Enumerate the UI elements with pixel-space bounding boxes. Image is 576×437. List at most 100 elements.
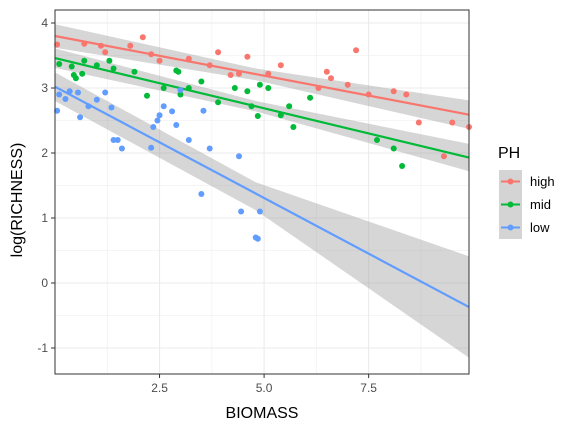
data-point-high xyxy=(54,41,61,48)
legend-label: mid xyxy=(530,197,551,212)
data-point-mid xyxy=(106,57,113,64)
data-point-high xyxy=(236,70,242,77)
data-point-mid xyxy=(177,91,184,98)
y-tick-label: 2 xyxy=(41,146,48,160)
confidence-bands xyxy=(55,24,469,358)
data-point-high xyxy=(365,91,372,98)
data-point-high xyxy=(403,91,410,98)
data-point-high xyxy=(390,88,397,95)
data-point-low xyxy=(156,112,163,119)
data-point-mid xyxy=(290,124,297,130)
fit-line-high xyxy=(54,34,470,116)
y-tick-label: 0 xyxy=(41,276,48,290)
legend-key-point xyxy=(507,201,514,208)
x-tick-label: 5.0 xyxy=(256,381,273,395)
fit-lines xyxy=(54,34,470,309)
data-point-high xyxy=(185,55,192,62)
y-tick-label: 4 xyxy=(41,16,48,30)
data-point-high xyxy=(415,119,422,126)
data-point-low xyxy=(56,91,63,98)
confidence-band-mid xyxy=(55,48,469,172)
x-tick-label: 2.5 xyxy=(151,381,168,395)
data-point-low xyxy=(66,88,73,95)
fit-line-mid xyxy=(54,57,470,159)
data-point-high xyxy=(156,57,163,64)
data-point-mid xyxy=(254,112,261,119)
data-point-high xyxy=(315,85,322,91)
data-point-low xyxy=(150,124,157,130)
data-point-low xyxy=(177,86,184,93)
legend-label: high xyxy=(530,174,555,189)
data-point-high xyxy=(323,68,330,75)
data-point-low xyxy=(75,89,81,96)
data-point-high xyxy=(206,62,213,69)
data-point-high xyxy=(440,153,447,160)
data-points xyxy=(54,34,472,242)
data-point-mid xyxy=(185,85,192,91)
data-point-high xyxy=(227,72,234,78)
data-point-mid xyxy=(56,60,63,67)
data-point-low xyxy=(200,107,207,114)
data-point-low xyxy=(256,208,263,215)
data-point-mid xyxy=(390,145,397,152)
y-axis-title: log(RICHNESS) xyxy=(9,143,26,258)
data-point-high xyxy=(328,75,334,82)
legend-label: low xyxy=(530,220,550,235)
data-point-high xyxy=(215,49,222,56)
data-point-low xyxy=(108,104,115,111)
data-point-low xyxy=(93,96,100,103)
data-point-mid xyxy=(198,78,205,85)
y-tick-label: 3 xyxy=(41,81,48,95)
data-point-mid xyxy=(79,70,86,77)
data-point-low xyxy=(236,153,242,160)
fit-line-low xyxy=(54,85,470,309)
confidence-band-high xyxy=(55,24,469,129)
data-point-mid xyxy=(265,85,272,91)
data-point-high xyxy=(344,81,351,88)
data-point-high xyxy=(98,42,104,49)
data-point-high xyxy=(102,49,109,56)
data-point-high xyxy=(148,51,155,58)
data-point-mid xyxy=(72,75,79,82)
data-point-mid xyxy=(93,62,100,69)
data-point-high xyxy=(81,40,88,47)
legend-title: PH xyxy=(498,145,520,162)
data-point-mid xyxy=(68,63,75,70)
data-point-low xyxy=(77,114,84,121)
data-point-high xyxy=(139,34,146,41)
data-point-mid xyxy=(215,99,222,106)
data-point-mid xyxy=(286,103,293,110)
data-point-mid xyxy=(256,81,263,88)
data-point-low xyxy=(254,235,261,242)
data-point-low xyxy=(102,89,109,96)
data-point-low xyxy=(54,107,61,114)
confidence-band-low xyxy=(55,72,469,358)
data-point-low xyxy=(154,117,161,124)
data-point-mid xyxy=(81,57,88,64)
data-point-low xyxy=(206,145,213,152)
x-tick-label: 7.5 xyxy=(360,381,377,395)
data-point-mid xyxy=(399,163,406,169)
data-point-high xyxy=(127,42,134,49)
data-point-low xyxy=(85,103,92,110)
data-point-low xyxy=(185,137,192,143)
data-point-high xyxy=(265,70,272,77)
axes: 2.5 5.0 7.5 -1 0 1 2 3 4 xyxy=(37,16,377,395)
data-point-mid xyxy=(160,85,167,91)
data-point-high xyxy=(244,53,251,60)
legend-item-high: high xyxy=(499,170,555,193)
data-point-low xyxy=(118,145,125,152)
data-point-low xyxy=(114,137,121,143)
grid-lines xyxy=(55,10,469,374)
data-point-mid xyxy=(110,65,117,72)
data-point-low xyxy=(198,190,205,197)
panel-border xyxy=(54,9,470,375)
data-point-low xyxy=(148,144,155,151)
data-point-high xyxy=(353,47,360,54)
data-point-high xyxy=(277,62,284,69)
data-point-mid xyxy=(131,68,138,75)
legend-item-mid: mid xyxy=(499,193,551,216)
legend-key-point xyxy=(507,178,514,185)
